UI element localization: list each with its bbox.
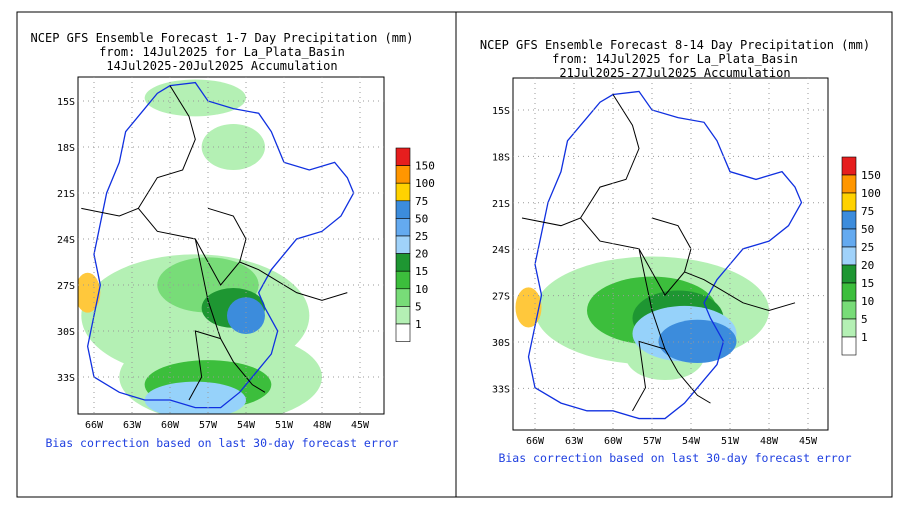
lon-label: 60W	[161, 420, 180, 431]
legend-label: 10	[861, 295, 874, 308]
legend-swatch	[395, 323, 411, 342]
lon-label: 45W	[351, 420, 370, 431]
legend-swatch	[841, 192, 857, 212]
legend-swatch	[841, 156, 857, 176]
lat-label: 15S	[57, 97, 75, 108]
footnote: Bias correction based on last 30-day for…	[498, 451, 851, 465]
legend-label: 50	[415, 212, 428, 225]
legend-swatch	[841, 174, 857, 194]
lon-label: 63W	[565, 436, 584, 447]
legend-swatch	[395, 306, 411, 325]
legend-swatch	[841, 264, 857, 284]
lat-label: 24S	[57, 235, 75, 246]
lon-label: 54W	[237, 420, 256, 431]
legend-label: 100	[415, 177, 435, 190]
legend-swatch	[841, 336, 857, 356]
legend-label: 25	[861, 241, 874, 254]
legend-label: 20	[861, 259, 874, 272]
legend-swatch	[395, 253, 411, 272]
legend-swatch	[841, 210, 857, 230]
legend-label: 75	[415, 195, 428, 208]
lon-label: 51W	[721, 436, 740, 447]
legend-label: 5	[861, 313, 868, 326]
lon-label: 57W	[643, 436, 662, 447]
map-title: from: 14Jul2025 for La_Plata_Basin	[552, 52, 798, 66]
lon-label: 66W	[85, 420, 104, 431]
legend-label: 15	[415, 265, 428, 278]
lat-label: 24S	[492, 245, 510, 256]
lon-label: 57W	[199, 420, 218, 431]
footnote: Bias correction based on last 30-day for…	[45, 436, 398, 450]
lat-label: 30S	[492, 338, 510, 349]
lon-label: 63W	[123, 420, 142, 431]
legend-swatch	[841, 246, 857, 266]
lat-label: 18S	[492, 152, 510, 163]
map	[78, 80, 354, 414]
lat-label: 30S	[57, 327, 75, 338]
legend-swatch	[395, 200, 411, 219]
legend-swatch	[841, 300, 857, 320]
lon-label: 48W	[313, 420, 332, 431]
lon-label: 66W	[526, 436, 545, 447]
lat-label: 21S	[57, 189, 75, 200]
map-title: 21Jul2025-27Jul2025 Accumulation	[559, 66, 790, 80]
map-title: NCEP GFS Ensemble Forecast 1-7 Day Preci…	[31, 31, 414, 45]
lon-label: 54W	[682, 436, 701, 447]
lat-label: 33S	[57, 373, 75, 384]
map-frame	[512, 77, 829, 431]
lat-label: 18S	[57, 143, 75, 154]
map-frame	[77, 76, 385, 415]
legend-label: 1	[861, 331, 868, 344]
map-title: from: 14Jul2025 for La_Plata_Basin	[99, 45, 345, 59]
lat-label: 15S	[492, 106, 510, 117]
legend-label: 150	[861, 169, 881, 182]
legend-swatch	[395, 218, 411, 237]
lat-label: 27S	[492, 292, 510, 303]
legend-swatch	[395, 235, 411, 254]
legend-label: 50	[861, 223, 874, 236]
legend-label: 10	[415, 283, 428, 296]
lon-label: 48W	[760, 436, 779, 447]
lat-label: 33S	[492, 384, 510, 395]
lon-label: 60W	[604, 436, 623, 447]
legend-label: 5	[415, 300, 422, 313]
legend-label: 100	[861, 187, 881, 200]
legend-swatch	[395, 288, 411, 307]
legend-swatch	[395, 270, 411, 290]
legend-swatch	[841, 318, 857, 338]
lat-label: 21S	[492, 199, 510, 210]
legend-swatch	[395, 182, 411, 202]
legend-swatch	[395, 147, 411, 166]
lon-label: 51W	[275, 420, 294, 431]
outer-frame	[16, 11, 893, 498]
legend-label: 15	[861, 277, 874, 290]
legend-label: 20	[415, 248, 428, 261]
lat-label: 27S	[57, 281, 75, 292]
map-title: NCEP GFS Ensemble Forecast 8-14 Day Prec…	[480, 38, 870, 52]
lon-label: 45W	[799, 436, 818, 447]
legend-swatch	[841, 228, 857, 248]
map-title: 14Jul2025-20Jul2025 Accumulation	[106, 59, 337, 73]
legend-swatch	[841, 282, 857, 302]
legend-label: 1	[415, 318, 422, 331]
legend-label: 75	[861, 205, 874, 218]
map	[516, 91, 802, 418]
legend-label: 25	[415, 230, 428, 243]
legend-swatch	[395, 165, 411, 184]
legend-label: 150	[415, 160, 435, 173]
